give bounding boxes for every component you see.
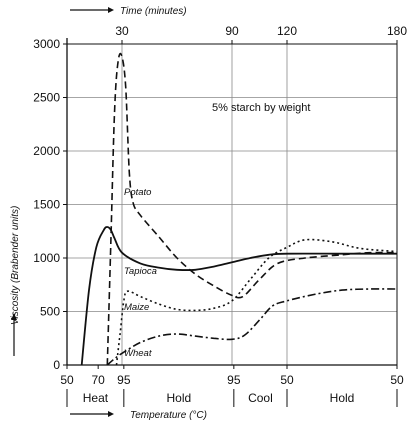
series-line-wheat — [106, 288, 398, 366]
series-line-maize — [115, 238, 398, 366]
phase-label-cool: Cool — [248, 391, 273, 405]
bottom-tick-label: 70 — [91, 373, 105, 387]
ticks: 0 500 1000 1500 2000 2500 3000 30 90 120 180 50 70 95… — [33, 24, 407, 387]
bottom-tick-label: 50 — [280, 373, 294, 387]
y-tick-label: 0 — [53, 358, 60, 372]
y-tick-label: 2500 — [33, 91, 60, 105]
y-axis-title-group: Viscosity (Brabender units) — [10, 206, 21, 356]
phase-label-hold: Hold — [166, 391, 191, 405]
y-axis-title: Viscosity (Brabender units) — [10, 206, 21, 325]
bottom-axis-title-group: Temperature (°C) — [70, 410, 207, 421]
phase-label-hold: Hold — [330, 391, 355, 405]
series-label-wheat: Wheat — [124, 348, 152, 359]
bottom-axis-title: Temperature (°C) — [130, 410, 207, 421]
y-tick-label: 500 — [40, 305, 60, 319]
phase-label-heat: Heat — [83, 391, 109, 405]
bottom-tick-label: 95 — [117, 373, 131, 387]
top-tick-label: 30 — [115, 24, 129, 38]
bottom-tick-label: 50 — [390, 373, 404, 387]
y-tick-label: 1000 — [33, 251, 60, 265]
top-axis-title-group: Time (minutes) — [70, 6, 187, 17]
series-labels: Potato Tapioca Maize Wheat — [124, 187, 157, 359]
series-line-tapioca — [80, 226, 397, 366]
series-lines — [80, 52, 398, 366]
bottom-tick-label: 50 — [60, 373, 74, 387]
series-label-tapioca: Tapioca — [124, 266, 157, 277]
annotation-text: 5% starch by weight — [212, 102, 310, 114]
top-tick-label: 180 — [387, 24, 407, 38]
y-tick-label: 2000 — [33, 144, 60, 158]
top-tick-label: 90 — [225, 24, 239, 38]
series-line-potato — [106, 52, 398, 366]
series-label-potato: Potato — [124, 187, 151, 198]
y-tick-label: 3000 — [33, 37, 60, 51]
top-tick-label: 120 — [277, 24, 297, 38]
top-axis-title: Time (minutes) — [120, 6, 187, 17]
grid — [67, 43, 398, 366]
bottom-tick-label: 95 — [227, 373, 241, 387]
y-tick-label: 1500 — [33, 198, 60, 212]
phase-labels: Heat Hold Cool Hold — [66, 389, 398, 407]
series-label-maize: Maize — [124, 302, 149, 313]
